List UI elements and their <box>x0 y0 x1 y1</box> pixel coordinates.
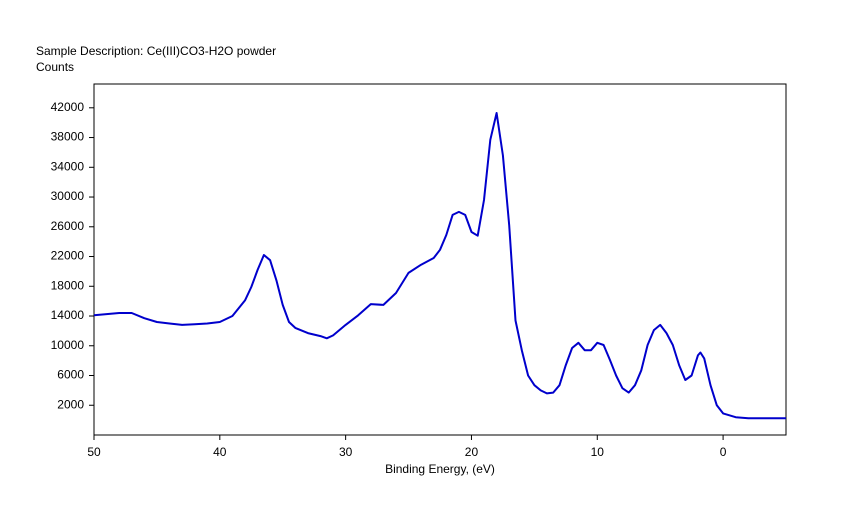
x-tick-label: 20 <box>465 445 479 459</box>
y-tick-label: 6000 <box>57 368 84 382</box>
y-tick-label: 38000 <box>51 130 85 144</box>
y-tick-label: 2000 <box>57 397 84 411</box>
y-tick-label: 18000 <box>51 278 85 292</box>
chart-title: Sample Description: Ce(III)CO3-H2O powde… <box>36 44 276 58</box>
spectrum-line <box>93 112 786 420</box>
y-tick-label: 10000 <box>51 338 85 352</box>
x-tick-label: 10 <box>591 445 605 459</box>
x-tick-label: 30 <box>339 445 353 459</box>
x-tick-label: 0 <box>720 445 727 459</box>
x-axis-label: Binding Energy, (eV) <box>385 462 495 476</box>
y-tick-label: 14000 <box>51 308 85 322</box>
y-tick-label: 30000 <box>51 189 85 203</box>
plot-frame <box>93 83 787 436</box>
y-tick-label: 26000 <box>51 219 85 233</box>
y-tick-label: 34000 <box>51 159 85 173</box>
y-tick-label: 42000 <box>51 100 85 114</box>
y-axis-label: Counts <box>36 60 74 74</box>
x-tick-label: 50 <box>87 445 101 459</box>
y-tick-label: 22000 <box>51 249 85 263</box>
x-tick-label: 40 <box>213 445 227 459</box>
